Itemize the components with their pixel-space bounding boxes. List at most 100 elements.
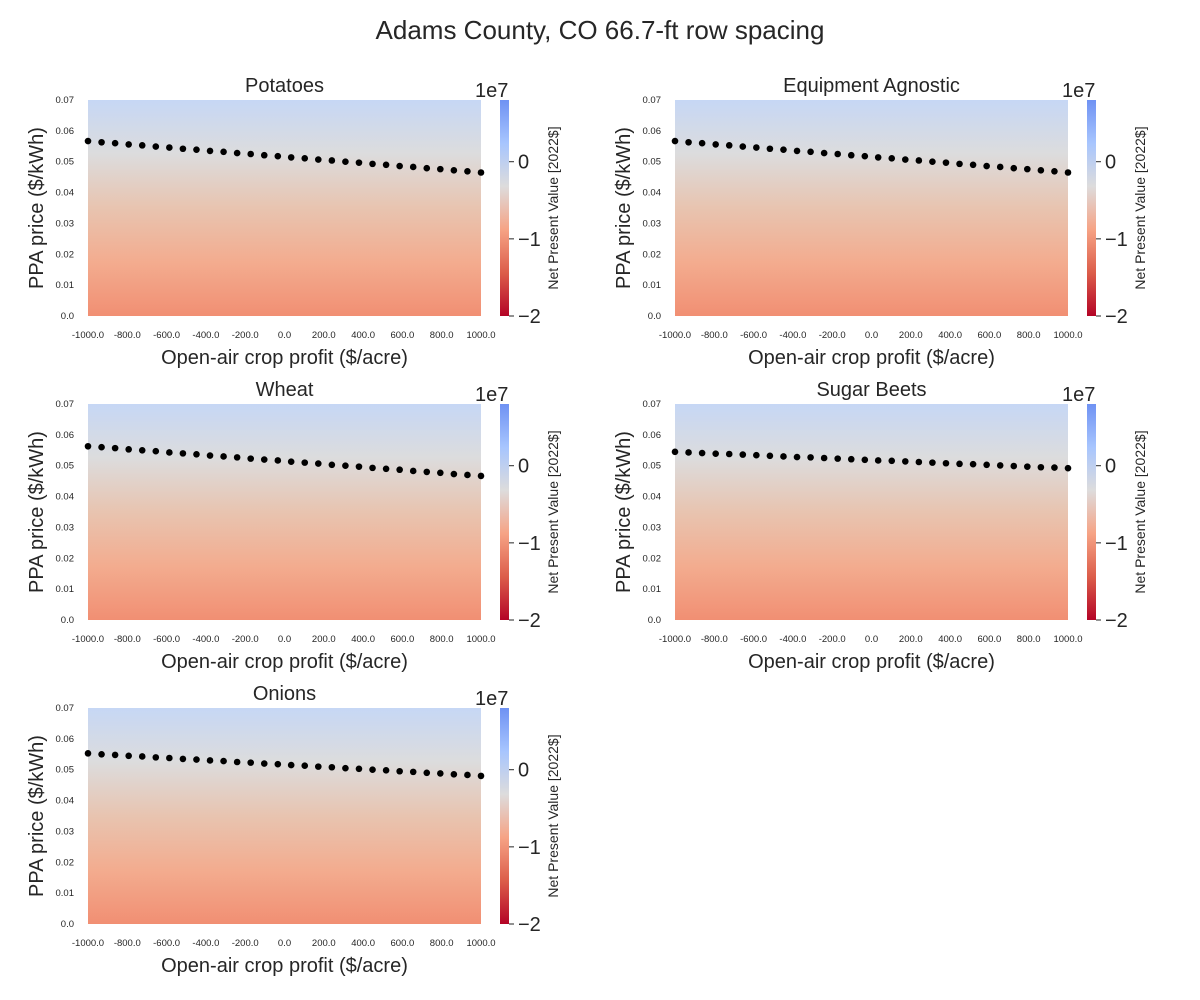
colorbar-offset-text: 1e7 [1062,384,1095,406]
breakeven-point [152,447,160,455]
heatmap-area [88,708,481,924]
colorbar-tick-label: −1 [518,229,541,251]
y-tick-label: 0.05 [56,461,75,472]
breakeven-point [409,163,417,171]
breakeven-point [423,468,431,476]
breakeven-point [942,159,950,166]
breakeven-point [125,141,132,148]
x-tick-label: -800.0 [114,330,141,341]
breakeven-point [382,465,390,473]
breakeven-point [685,138,692,146]
breakeven-point [233,454,241,461]
breakeven-point [355,765,363,773]
colorbar-tick-label: 0 [518,760,529,782]
breakeven-point [138,142,146,149]
y-tick-label: 0.03 [643,522,662,533]
x-tick-label: 0.0 [278,938,291,949]
colorbar-tick-label: 0 [1105,152,1116,174]
breakeven-point [355,159,363,166]
breakeven-point [315,156,322,163]
breakeven-point [260,760,268,767]
y-tick-label: 0.03 [56,826,75,837]
heatmap-area [675,404,1068,620]
breakeven-point [753,451,760,459]
x-tick-label: 200.0 [899,330,923,341]
breakeven-point [834,455,841,462]
breakeven-point [342,158,349,166]
x-tick-label: 0.0 [865,634,878,645]
heatmap-area [88,100,481,316]
breakeven-point [260,456,268,463]
x-tick-label: -600.0 [153,938,180,949]
y-tick-label: 0.06 [643,430,662,441]
x-tick-label: 600.0 [978,330,1002,341]
breakeven-point [166,449,173,456]
breakeven-point [888,155,896,162]
x-tick-label: 200.0 [312,938,336,949]
x-tick-label: -200.0 [232,634,259,645]
x-tick-label: 1000.0 [466,938,495,949]
y-tick-label: 0.05 [643,461,662,472]
breakeven-point [247,455,254,462]
breakeven-point [206,452,214,459]
breakeven-point [98,138,105,146]
breakeven-point [780,146,787,153]
y-axis-label: PPA price ($/kWh) [26,431,48,593]
breakeven-point [725,142,733,149]
x-tick-label: -1000.0 [659,634,691,645]
breakeven-point [233,758,241,766]
breakeven-point [423,164,431,172]
breakeven-point [969,161,977,169]
x-tick-label: -400.0 [779,330,806,341]
x-tick-label: -400.0 [192,330,219,341]
breakeven-point [206,757,214,764]
breakeven-point [1051,167,1058,175]
x-tick-label: 800.0 [1017,634,1041,645]
breakeven-point [956,460,963,468]
colorbar [500,708,509,924]
breakeven-point [929,158,936,166]
x-tick-label: 600.0 [978,634,1002,645]
breakeven-point [138,753,146,760]
x-tick-label: 200.0 [312,330,336,341]
y-axis-label: PPA price ($/kWh) [613,127,635,289]
x-tick-label: 400.0 [938,634,962,645]
breakeven-point [780,453,787,460]
breakeven-point [712,450,719,457]
breakeven-point [996,462,1004,469]
y-tick-label: 0.01 [56,584,75,595]
colorbar-tick-label: 0 [518,152,529,174]
colorbar-tick-label: 0 [518,456,529,478]
x-tick-label: 600.0 [391,938,415,949]
colorbar-tick-label: −1 [518,837,541,859]
breakeven-point [888,457,896,465]
heatmap-area [675,100,1068,316]
y-tick-label: 0.01 [56,888,75,899]
x-tick-label: 0.0 [278,634,291,645]
breakeven-point [369,160,376,168]
x-tick-label: 400.0 [938,330,962,341]
breakeven-point [820,454,828,462]
breakeven-point [301,155,309,162]
y-tick-label: 0.05 [643,157,662,168]
x-tick-label: 1000.0 [466,330,495,341]
y-tick-label: 0.03 [56,218,75,229]
breakeven-point [1037,463,1045,471]
x-tick-label: -200.0 [819,330,846,341]
subplot-title: Sugar Beets [816,379,926,401]
breakeven-point [1051,464,1058,471]
breakeven-point [152,754,160,761]
x-tick-label: -1000.0 [659,330,691,341]
breakeven-point [84,442,92,450]
breakeven-point [956,160,963,168]
figure-title: Adams County, CO 66.7-ft row spacing [376,15,825,45]
colorbar-tick-label: 0 [1105,456,1116,478]
breakeven-point [166,754,173,762]
x-tick-label: -1000.0 [72,938,104,949]
x-tick-label: -800.0 [114,938,141,949]
y-tick-label: 0.06 [643,126,662,137]
breakeven-point [847,455,855,463]
heatmap-area [88,404,481,620]
breakeven-point [193,756,200,763]
breakeven-point [915,157,923,164]
